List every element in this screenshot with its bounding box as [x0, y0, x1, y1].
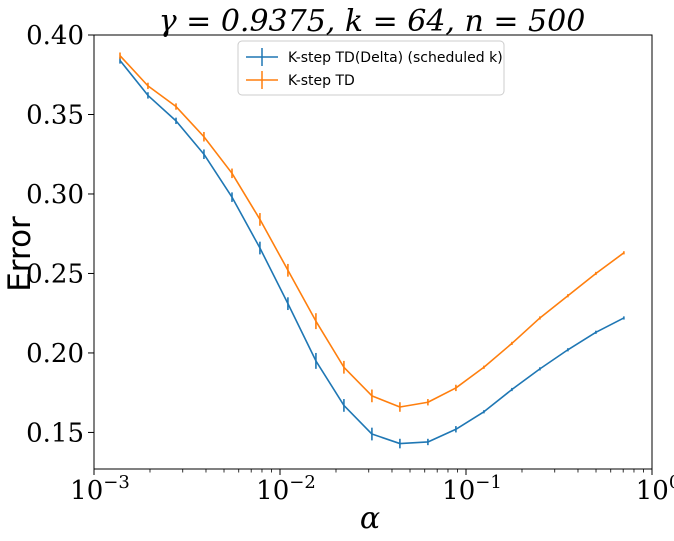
x-tick-label: 10−2 [256, 472, 316, 506]
chart-title: γ = 0.9375, k = 64, n = 500 [159, 4, 586, 39]
x-tick-label: 100 [636, 472, 674, 506]
y-axis-label: Error [2, 216, 38, 292]
legend-label-tdelta: K-step TD(Delta) (scheduled k) [288, 50, 503, 66]
y-tick-label: 0.35 [26, 100, 84, 130]
y-tick-label: 0.20 [26, 339, 84, 369]
y-tick-label: 0.15 [26, 418, 84, 448]
legend-label-ktd: K-step TD [288, 73, 355, 89]
series-1 [119, 52, 625, 412]
plot-area [93, 34, 653, 470]
legend-box [237, 40, 505, 96]
plot-frame [93, 34, 653, 470]
x-tick-label: 10−3 [70, 472, 130, 506]
y-tick-label: 0.30 [26, 180, 84, 210]
x-axis-label: α [360, 501, 380, 536]
y-tick-label: 0.40 [26, 21, 84, 51]
series-layer [119, 52, 625, 449]
legend-item-ktd: K-step TD [246, 71, 355, 89]
y-axis: 0.15 0.20 0.25 0.30 0.35 0.40 [26, 21, 94, 448]
legend: K-step TD(Delta) (scheduled k) K-step TD [237, 40, 505, 96]
series-line-1 [119, 55, 625, 408]
x-tick-label: 10−1 [442, 472, 502, 506]
y-tick-label: 0.25 [26, 259, 84, 289]
x-axis: 10−3 10−2 10−1 100 [70, 469, 674, 506]
series-0 [119, 57, 625, 449]
legend-item-tdelta: K-step TD(Delta) (scheduled k) [246, 48, 503, 66]
series-line-0 [119, 59, 625, 445]
